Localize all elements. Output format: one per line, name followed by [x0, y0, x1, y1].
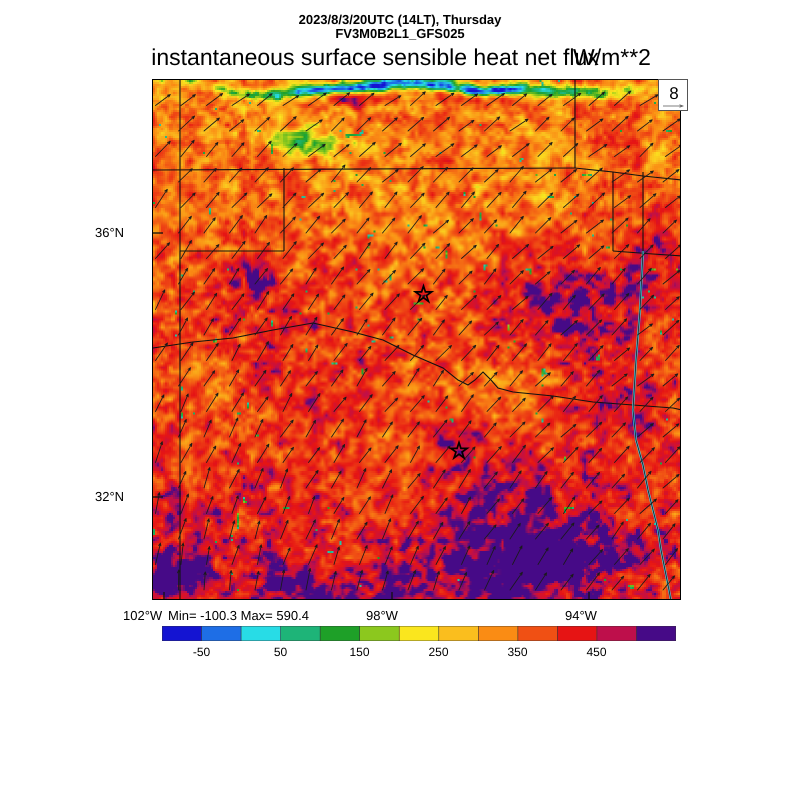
svg-text:350: 350	[507, 645, 527, 659]
svg-text:50: 50	[274, 645, 288, 659]
svg-text:450: 450	[586, 645, 606, 659]
svg-text:150: 150	[349, 645, 369, 659]
svg-text:250: 250	[428, 645, 448, 659]
svg-text:-50: -50	[193, 645, 211, 659]
svg-text:8: 8	[669, 84, 678, 103]
